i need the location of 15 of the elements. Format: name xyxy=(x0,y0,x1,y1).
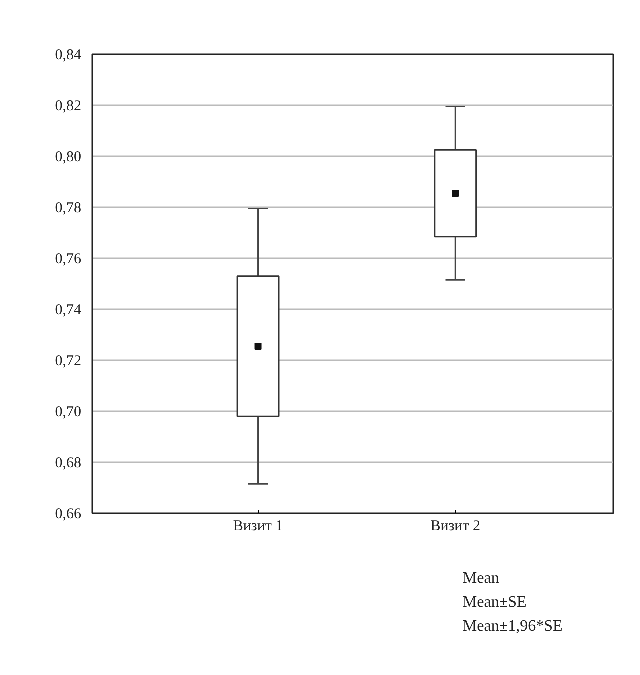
y-tick-label: 0,68 xyxy=(55,456,82,472)
x-tick-label: Визит 2 xyxy=(430,518,481,534)
y-tick-label: 0,82 xyxy=(55,98,82,114)
y-tick-label: 0,80 xyxy=(55,150,82,166)
x-tick-label: Визит 1 xyxy=(233,518,284,534)
y-tick-label: 0,74 xyxy=(55,302,82,318)
y-tick-label: 0,76 xyxy=(55,252,82,268)
y-tick-label: 0,84 xyxy=(55,48,82,64)
y-tick-label: 0,70 xyxy=(55,404,82,420)
text: Mean±SE xyxy=(462,594,527,611)
text: Mean xyxy=(462,570,500,587)
y-tick-label: 0,78 xyxy=(55,200,82,216)
y-tick-label: 0,72 xyxy=(55,354,82,370)
y-tick-label: 0,66 xyxy=(55,506,82,522)
text: Mean±1,96*SE xyxy=(462,618,563,635)
